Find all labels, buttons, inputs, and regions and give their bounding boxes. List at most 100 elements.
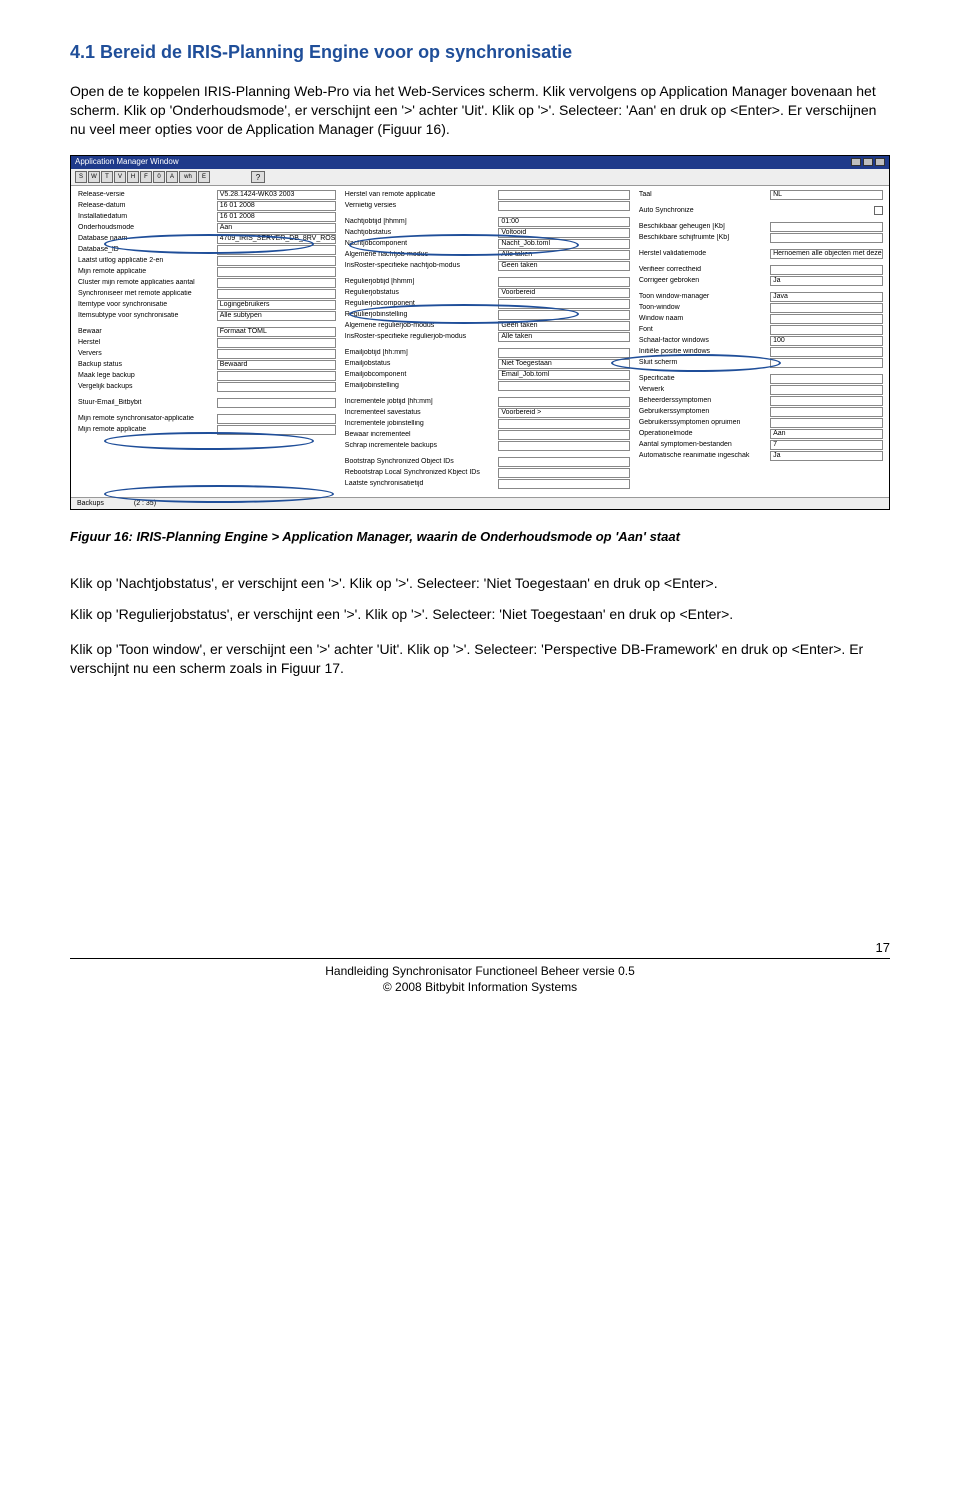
- field-value[interactable]: [498, 397, 629, 407]
- field-value[interactable]: [498, 201, 629, 211]
- field-value[interactable]: [770, 314, 883, 324]
- maximize-icon[interactable]: [863, 158, 873, 166]
- field-value[interactable]: 100: [770, 336, 883, 346]
- field-value[interactable]: Voltooid: [498, 228, 629, 238]
- field-label: Incrementeel savestatus: [344, 409, 497, 417]
- field-value[interactable]: Ja: [770, 276, 883, 286]
- field-value[interactable]: Nacht_Job.toml: [498, 239, 629, 249]
- toolbar-btn-0[interactable]: 0: [153, 171, 165, 183]
- field-value[interactable]: [770, 358, 883, 368]
- toolbar-btn-w[interactable]: W: [88, 171, 100, 183]
- field-value[interactable]: [217, 425, 336, 435]
- field-value[interactable]: [498, 277, 629, 287]
- field-value[interactable]: Hernoemen alle objecten met dezel: [770, 249, 883, 259]
- field-value[interactable]: [770, 325, 883, 335]
- close-icon[interactable]: [875, 158, 885, 166]
- field-value[interactable]: Voorbereid >: [498, 408, 629, 418]
- field-value[interactable]: [217, 349, 336, 359]
- field-value[interactable]: [498, 468, 629, 478]
- toolbar-btn-f[interactable]: F: [140, 171, 152, 183]
- form-row: Gebruikerssymptomen opruimen: [638, 418, 883, 428]
- field-value[interactable]: Logingebruikers: [217, 300, 336, 310]
- field-value[interactable]: Java: [770, 292, 883, 302]
- field-value[interactable]: [770, 265, 883, 275]
- field-value[interactable]: Alle taken: [498, 332, 629, 342]
- form-row: Installatiedatum16 01 2008: [77, 212, 336, 222]
- field-value[interactable]: [498, 299, 629, 309]
- field-value[interactable]: Aan: [770, 429, 883, 439]
- field-value[interactable]: 4709_IRIS_SERVER_DB_8RV_ROS: [217, 234, 336, 244]
- field-value[interactable]: NL: [770, 190, 883, 200]
- minimize-icon[interactable]: [851, 158, 861, 166]
- toolbar-btn-s[interactable]: S: [75, 171, 87, 183]
- field-label: Regulierjobstatus: [344, 289, 497, 297]
- field-value[interactable]: Geen taken: [498, 321, 629, 331]
- toolbar-btn-t[interactable]: T: [101, 171, 113, 183]
- field-value[interactable]: 16 01 2008: [217, 201, 336, 211]
- field-value[interactable]: [217, 289, 336, 299]
- toolbar-btn-e[interactable]: E: [198, 171, 210, 183]
- page-footer: 17 Handleiding Synchronisator Functionee…: [70, 958, 890, 995]
- form-row: Ververs: [77, 349, 336, 359]
- field-value[interactable]: 16 01 2008: [217, 212, 336, 222]
- field-value[interactable]: [217, 414, 336, 424]
- form-row: Incrementele jobtijd [hh:mm]: [344, 397, 630, 407]
- field-value[interactable]: [770, 222, 883, 232]
- help-icon[interactable]: ?: [251, 171, 265, 183]
- field-value[interactable]: [770, 374, 883, 384]
- field-value[interactable]: [498, 381, 629, 391]
- toolbar-btn-a[interactable]: A: [166, 171, 178, 183]
- field-label: Nachtjobcomponent: [344, 240, 497, 248]
- field-value[interactable]: [498, 441, 629, 451]
- field-value[interactable]: [498, 190, 629, 200]
- field-value[interactable]: [770, 303, 883, 313]
- field-value[interactable]: [498, 419, 629, 429]
- field-value[interactable]: [217, 278, 336, 288]
- field-value[interactable]: Ja: [770, 451, 883, 461]
- field-value[interactable]: V5.28.1424-WK03 2003: [217, 190, 336, 200]
- field-label: Stuur-Email_Bitbybit: [77, 399, 215, 407]
- toolbar: SWTVHF0AwhE?: [71, 169, 889, 186]
- form-row: Beschikbare schijfruimte [Kb]: [638, 233, 883, 243]
- form-row: OnderhoudsmodeAan: [77, 223, 336, 233]
- field-value[interactable]: [217, 398, 336, 408]
- checkbox[interactable]: [874, 206, 883, 215]
- field-value[interactable]: Bewaard: [217, 360, 336, 370]
- field-value[interactable]: [498, 479, 629, 489]
- field-value[interactable]: [770, 347, 883, 357]
- toolbar-btn-h[interactable]: H: [127, 171, 139, 183]
- field-value[interactable]: Geen taken: [498, 261, 629, 271]
- field-value[interactable]: [770, 407, 883, 417]
- field-value[interactable]: [217, 245, 336, 255]
- toolbar-btn-v[interactable]: V: [114, 171, 126, 183]
- field-value[interactable]: [498, 457, 629, 467]
- field-value[interactable]: [217, 382, 336, 392]
- field-value[interactable]: [217, 371, 336, 381]
- paragraph-regulierjob: Klik op 'Regulierjobstatus', er verschij…: [70, 605, 890, 624]
- field-label: Font: [638, 326, 768, 334]
- field-value[interactable]: [498, 348, 629, 358]
- field-value[interactable]: [217, 338, 336, 348]
- field-value[interactable]: [217, 256, 336, 266]
- field-label: Database_ID: [77, 246, 215, 254]
- field-value[interactable]: Alle subtypen: [217, 311, 336, 321]
- field-value[interactable]: Alle taken: [498, 250, 629, 260]
- field-value[interactable]: [498, 310, 629, 320]
- field-value[interactable]: [770, 385, 883, 395]
- field-value[interactable]: [498, 430, 629, 440]
- field-value[interactable]: Voorbereid: [498, 288, 629, 298]
- field-value[interactable]: Aan: [217, 223, 336, 233]
- field-value[interactable]: Email_Job.toml: [498, 370, 629, 380]
- paragraph-toonwindow: Klik op 'Toon window', er verschijnt een…: [70, 640, 890, 678]
- form-grid: Release-versieV5.28.1424-WK03 2003Releas…: [71, 186, 889, 497]
- field-value[interactable]: Formaat TOML: [217, 327, 336, 337]
- field-value[interactable]: 7: [770, 440, 883, 450]
- field-value[interactable]: [770, 396, 883, 406]
- field-value[interactable]: 01:00: [498, 217, 629, 227]
- field-value[interactable]: [770, 418, 883, 428]
- form-row: EmailjobcomponentEmail_Job.toml: [344, 370, 630, 380]
- toolbar-btn-wh[interactable]: wh: [179, 171, 197, 183]
- field-value[interactable]: Niet Toegestaan: [498, 359, 629, 369]
- field-value[interactable]: [770, 233, 883, 243]
- field-value[interactable]: [217, 267, 336, 277]
